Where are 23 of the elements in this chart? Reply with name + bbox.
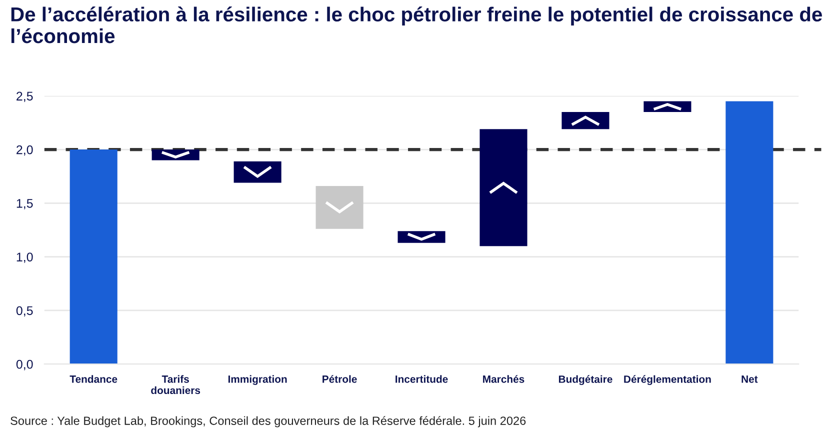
x-tick-label: Budgétaire <box>558 375 612 386</box>
source-note: Source : Yale Budget Lab, Brookings, Conseil des gouverneurs de la Réserve fédérale. 5 juin 2026 <box>10 416 526 428</box>
bar <box>70 150 118 364</box>
x-tick-label: Immigration <box>228 375 287 385</box>
x-tick-label: Tendance <box>70 375 118 383</box>
bar <box>562 112 610 130</box>
y-tick-label: 2,0 <box>16 145 33 156</box>
bar <box>480 129 528 246</box>
chart-title: De l’accélération à la résilience : le choc pétrolier freine le potentiel de croissance de l’économie <box>11 6 822 44</box>
bar <box>726 101 774 364</box>
x-tick-label: Déréglementation <box>624 375 711 386</box>
x-tick-label: Net <box>742 376 758 383</box>
y-tick-label: 2,5 <box>16 92 33 102</box>
y-tick-label: 1,5 <box>16 199 33 210</box>
x-tick-label: Incertitude <box>396 375 448 383</box>
bar <box>234 161 282 183</box>
x-tick-label: Tarifs douaniers <box>151 375 200 394</box>
y-tick-label: 0,0 <box>16 360 33 370</box>
x-tick-label: Marchés <box>483 375 524 383</box>
bar <box>316 186 364 229</box>
y-tick-label: 1,0 <box>16 252 33 263</box>
x-tick-label: Pétrole <box>322 375 357 383</box>
y-tick-label: 0,5 <box>16 306 33 317</box>
